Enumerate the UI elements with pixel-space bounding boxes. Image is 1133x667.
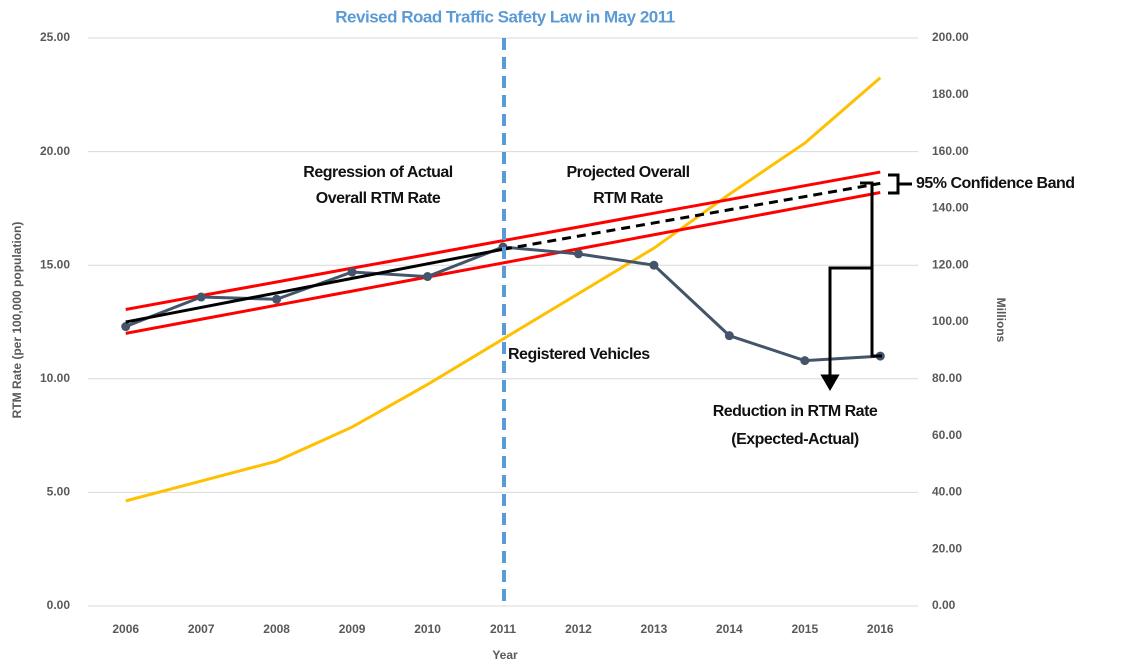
series-line: [502, 181, 881, 251]
x-axis-label: Year: [492, 648, 518, 662]
data-point: [649, 260, 659, 270]
data-point: [347, 267, 357, 277]
band-bracket: [888, 173, 900, 195]
data-point: [272, 294, 282, 304]
x-tick-label: 2013: [641, 622, 668, 636]
series-line: [125, 170, 881, 311]
annotation: (Expected-Actual): [731, 431, 859, 448]
x-tick-label: 2007: [188, 622, 215, 636]
series-line: [125, 191, 881, 335]
y2-tick-label: 0.00: [932, 598, 956, 612]
x-tick-label: 2009: [339, 622, 366, 636]
x-tick-label: 2008: [263, 622, 290, 636]
y2-tick-label: 140.00: [932, 201, 969, 215]
x-tick-label: 2014: [716, 622, 743, 636]
x-tick-label: 2012: [565, 622, 592, 636]
data-point: [423, 272, 433, 282]
y2-tick-label: 160.00: [932, 144, 969, 158]
series-line: [125, 76, 882, 503]
data-point: [121, 322, 131, 332]
y-tick-label: 5.00: [47, 485, 71, 499]
y2-tick-label: 40.00: [932, 485, 962, 499]
x-tick-label: 2016: [867, 622, 894, 636]
y-tick-label: 0.00: [47, 598, 71, 612]
y2-axis-label: Millions: [994, 298, 1008, 343]
arrow-head: [820, 374, 840, 391]
x-tick-label: 2015: [791, 622, 818, 636]
annotation: Regression of Actual: [303, 164, 452, 181]
y-tick-label: 20.00: [40, 144, 70, 158]
data-point: [800, 356, 810, 366]
data-point: [573, 249, 583, 259]
y2-tick-label: 120.00: [932, 257, 969, 271]
annotation: Registered Vehicles: [508, 346, 650, 363]
reduction-pointer: [828, 266, 872, 378]
y2-tick-label: 80.00: [932, 371, 962, 385]
y-tick-label: 10.00: [40, 371, 70, 385]
annotation: Reduction in RTM Rate: [713, 403, 878, 420]
annotation-brackets: [820, 173, 912, 391]
annotation: RTM Rate: [593, 190, 663, 207]
y2-tick-label: 60.00: [932, 428, 962, 442]
annotation: 95% Confidence Band: [916, 175, 1075, 192]
y2-tick-label: 180.00: [932, 87, 969, 101]
x-tick-label: 2010: [414, 622, 441, 636]
series-line: [125, 247, 504, 324]
annotation: Overall RTM Rate: [316, 190, 441, 207]
y2-tick-label: 200.00: [932, 30, 969, 44]
x-tick-label: 2011: [490, 622, 516, 636]
x-tick-label: 2006: [112, 622, 139, 636]
y2-tick-label: 100.00: [932, 314, 969, 328]
y-tick-label: 15.00: [40, 257, 70, 271]
data-point: [196, 292, 206, 302]
annotation: Projected Overall: [566, 164, 689, 181]
y-tick-label: 25.00: [40, 30, 70, 44]
y-axis-label: RTM Rate (per 100,000 population): [10, 222, 24, 419]
y2-tick-label: 20.00: [932, 541, 962, 555]
data-point: [724, 331, 734, 341]
chart-title: Revised Road Traffic Safety Law in May 2…: [335, 7, 674, 26]
